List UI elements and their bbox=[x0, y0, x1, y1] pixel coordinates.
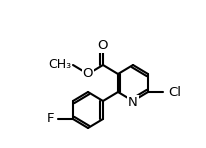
Text: Cl: Cl bbox=[167, 86, 180, 99]
Text: N: N bbox=[128, 95, 137, 108]
Text: O: O bbox=[97, 40, 108, 53]
Text: CH₃: CH₃ bbox=[48, 58, 71, 71]
Text: O: O bbox=[82, 67, 93, 81]
Text: F: F bbox=[46, 112, 54, 126]
